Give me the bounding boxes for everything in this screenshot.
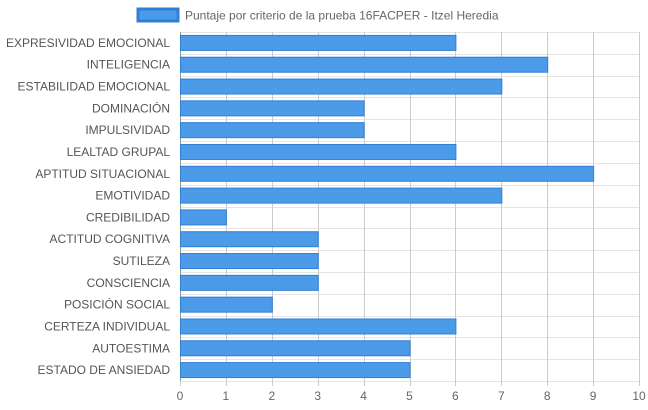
bar[interactable] [180, 253, 319, 270]
bar[interactable] [180, 318, 457, 335]
bar[interactable] [180, 296, 273, 313]
bar[interactable] [180, 100, 365, 117]
category-label: POSICIÓN SOCIAL [64, 297, 170, 312]
bar[interactable] [180, 274, 319, 291]
category-labels: EXPRESIVIDAD EMOCIONAL INTELIGENCIA ESTABI… [6, 36, 170, 377]
category-label: CONSCIENCIA [87, 276, 170, 290]
category-label: CREDIBILIDAD [86, 210, 170, 224]
x-tick-label: 0 [177, 389, 184, 403]
legend-label: Puntaje por criterio de la prueba 16FACP… [185, 9, 499, 23]
bar[interactable] [180, 340, 411, 357]
category-label: LEALTAD GRUPAL [67, 145, 171, 159]
category-label: AUTOESTIMA [92, 341, 170, 355]
bar[interactable] [180, 187, 503, 204]
x-tick-label: 1 [223, 389, 230, 403]
x-tick-label: 6 [452, 389, 459, 403]
bar[interactable] [180, 231, 319, 248]
category-label: EXPRESIVIDAD EMOCIONAL [6, 36, 170, 50]
x-tick-label: 10 [632, 389, 646, 403]
bar[interactable] [180, 165, 595, 182]
bars [180, 34, 595, 379]
bar[interactable] [180, 78, 503, 95]
category-label: ESTABILIDAD EMOCIONAL [18, 80, 171, 94]
category-label: IMPULSIVIDAD [85, 123, 170, 137]
x-tick-labels: 0 1 2 3 4 5 6 7 8 9 10 [177, 389, 646, 403]
x-tick-label: 8 [544, 389, 551, 403]
category-label: ACTITUD COGNITIVA [50, 232, 170, 246]
bar[interactable] [180, 143, 457, 160]
x-tick-label: 2 [268, 389, 275, 403]
x-tick-label: 5 [406, 389, 413, 403]
category-label: DOMINACIÓN [92, 100, 170, 115]
chart-legend[interactable]: Puntaje por criterio de la prueba 16FACP… [136, 7, 499, 23]
x-tick-label: 4 [360, 389, 367, 403]
bar[interactable] [180, 362, 411, 379]
x-tick-label: 3 [314, 389, 321, 403]
category-label: INTELIGENCIA [87, 58, 170, 72]
category-label: CERTEZA INDIVIDUAL [44, 319, 170, 333]
bar[interactable] [180, 56, 549, 73]
category-label: EMOTIVIDAD [95, 189, 170, 203]
x-tick-label: 7 [498, 389, 505, 403]
category-label: ESTADO DE ANSIEDAD [38, 363, 171, 377]
bar[interactable] [180, 209, 227, 226]
bar[interactable] [180, 34, 457, 51]
x-tick-label: 9 [590, 389, 597, 403]
legend-swatch [136, 7, 180, 23]
bar[interactable] [180, 122, 365, 139]
category-label: APTITUD SITUACIONAL [35, 167, 170, 181]
category-label: SUTILEZA [113, 254, 170, 268]
